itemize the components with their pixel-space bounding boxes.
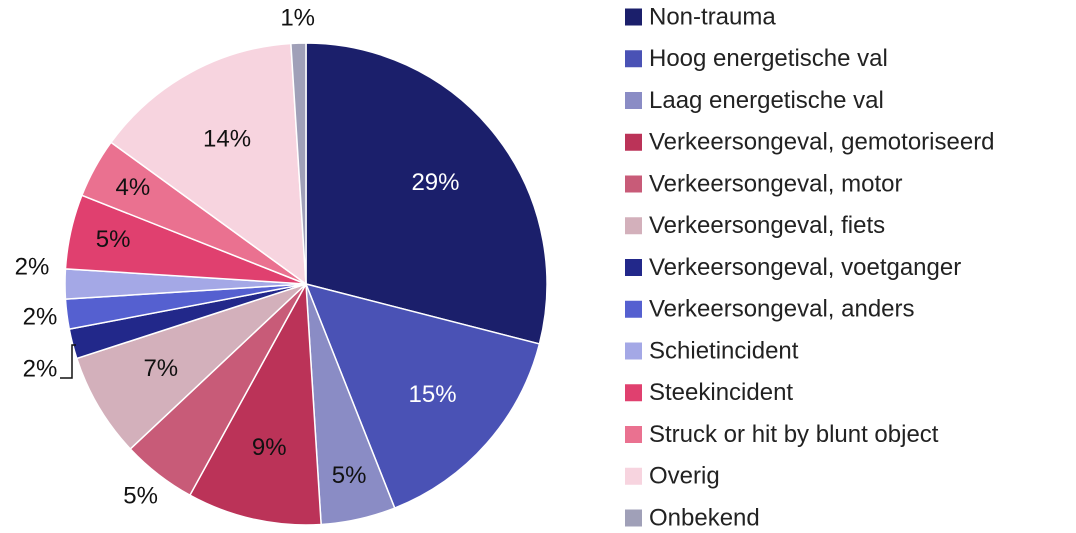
legend-swatch [625, 426, 642, 443]
legend-swatch [625, 384, 642, 402]
legend-label: Verkeersongeval, motor [649, 170, 902, 197]
pie-slice [188, 281, 322, 526]
pie-slice [290, 42, 307, 285]
data-label: 9% [252, 434, 287, 461]
data-label: 1% [280, 4, 315, 31]
data-label: 5% [123, 483, 158, 510]
legend-label: Schietincident [649, 337, 799, 364]
legend-swatch [625, 50, 642, 68]
data-label: 7% [143, 355, 178, 382]
data-label: 2% [23, 303, 58, 330]
data-label: 2% [15, 253, 50, 280]
legend-label: Verkeersongeval, gemotoriseerd [649, 129, 995, 156]
data-label: 2% [23, 355, 58, 382]
legend-label: Struck or hit by blunt object [649, 421, 939, 448]
legend-label: Non-trauma [649, 3, 776, 30]
legend-label: Overig [649, 463, 720, 490]
legend-label: Steekincident [649, 379, 793, 406]
legend-label: Verkeersongeval, anders [649, 296, 915, 323]
data-label: 14% [203, 126, 251, 153]
legend-swatch [625, 133, 642, 151]
legend-label: Verkeersongeval, voetganger [649, 254, 961, 281]
data-label: 15% [409, 381, 457, 408]
legend-label: Hoog energetische val [649, 45, 888, 72]
legend-label: Onbekend [649, 504, 760, 531]
data-label: 4% [115, 174, 150, 201]
leader-line [60, 344, 76, 379]
legend-swatch [625, 259, 642, 276]
pie-slice [75, 283, 307, 451]
data-label: 29% [411, 169, 459, 196]
data-label: 5% [96, 226, 131, 253]
legend-label: Laag energetische val [649, 87, 884, 114]
legend-swatch [625, 217, 642, 235]
legend-swatch [625, 92, 642, 109]
legend-swatch [625, 509, 642, 527]
pie-slice [109, 42, 307, 286]
pie-slice [304, 282, 541, 510]
legend-swatch [625, 300, 642, 318]
pie-slice [305, 42, 548, 345]
data-label: 5% [332, 462, 367, 489]
legend-swatch [625, 175, 642, 193]
legend-swatch [625, 342, 642, 360]
legend-swatch [625, 467, 642, 485]
legend-swatch [625, 8, 642, 26]
legend-label: Verkeersongeval, fiets [649, 212, 885, 239]
